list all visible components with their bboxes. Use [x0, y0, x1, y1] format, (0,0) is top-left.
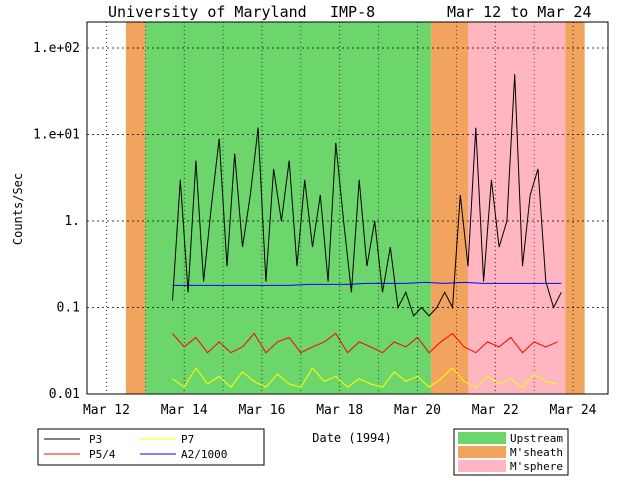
series-line-p3: [172, 74, 562, 317]
x-tick-label: Mar 24: [550, 403, 597, 418]
x-tick-label: Mar 20: [394, 403, 441, 418]
legend-swatch-msphere: [458, 460, 506, 472]
series-line-p5-4: [172, 332, 558, 354]
legend-label-a2: A2/1000: [181, 448, 227, 461]
x-tick-label: Mar 22: [472, 403, 519, 418]
region-band-m-sheath-0: [125, 22, 146, 394]
data-series: [172, 74, 562, 388]
y-tick-label: 1.e+02: [33, 41, 80, 56]
plot-area: Mar 12 Mar 14 Mar 16 Mar 18 Mar 20 Mar 22 Mar …: [33, 21, 609, 418]
x-tick-label: Mar 18: [316, 403, 363, 418]
y-tick-label: 1.e+01: [33, 128, 80, 143]
y-tick-label: 1.: [64, 214, 80, 229]
y-axis-title: Counts/Sec: [11, 173, 25, 245]
series-line-p7: [172, 367, 558, 388]
x-axis-title: Date (1994): [312, 431, 391, 445]
x-tick-label: Mar 16: [238, 403, 285, 418]
legend-label-p7: P7: [181, 433, 194, 446]
region-band-m-sphere-3: [468, 22, 566, 394]
chart-title-institution: University of Maryland: [108, 3, 307, 21]
axis-ticks: Mar 12 Mar 14 Mar 16 Mar 18 Mar 20 Mar 22 Mar …: [33, 41, 597, 418]
region-band-m-sheath-2: [431, 22, 469, 394]
series-line-a2-1000: [172, 281, 562, 286]
region-band-m-sheath-4: [565, 22, 585, 394]
x-tick-label: Mar 12: [83, 403, 130, 418]
x-tick-label: Mar 14: [161, 403, 208, 418]
legend-label-upstream: Upstream: [510, 432, 563, 445]
legend-label-msheath: M'sheath: [510, 446, 563, 459]
chart-title-date-range: Mar 12 to Mar 24: [447, 3, 592, 21]
legend-label-msphere: M'sphere: [510, 460, 563, 473]
legend-swatch-msheath: [458, 446, 506, 458]
y-tick-label: 0.01: [49, 387, 80, 402]
region-legend: Upstream M'sheath M'sphere: [453, 428, 569, 476]
chart-title-spacecraft: IMP-8: [330, 3, 375, 21]
y-tick-label: 0.1: [57, 301, 80, 316]
series-legend: P3 P7 P5/4 A2/1000: [37, 428, 265, 466]
legend-label-p3: P3: [89, 433, 102, 446]
legend-label-p5-4: P5/4: [89, 448, 116, 461]
plot-frame: [86, 21, 609, 395]
legend-swatch-upstream: [458, 432, 506, 444]
